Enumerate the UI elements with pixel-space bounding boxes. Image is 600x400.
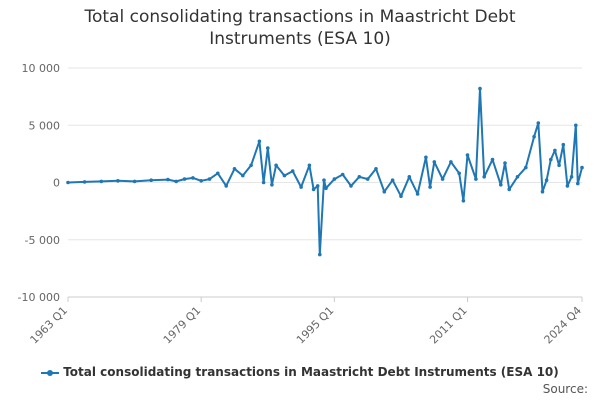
legend-label: Total consolidating transactions in Maas… (63, 365, 559, 379)
data-point (576, 181, 580, 186)
data-point (428, 185, 432, 189)
data-point (299, 185, 303, 189)
data-point (457, 171, 462, 176)
data-point (324, 186, 328, 190)
x-tick-label: 2024 Q4 (542, 304, 585, 347)
data-point (99, 179, 104, 184)
data-point (216, 171, 220, 176)
data-point (407, 175, 412, 179)
data-point (536, 121, 541, 125)
x-tick-label: 1995 Q1 (294, 304, 337, 347)
data-point (266, 146, 270, 150)
data-point (322, 178, 326, 182)
data-point (461, 199, 466, 203)
y-tick-label: 10 000 (22, 62, 61, 75)
data-point (132, 179, 137, 184)
x-tick-label: 1963 Q1 (28, 304, 71, 347)
data-point (66, 180, 70, 185)
y-tick-label: 0 (53, 177, 60, 190)
data-point (315, 184, 320, 188)
data-point (474, 177, 478, 181)
data-point (569, 175, 574, 179)
y-tick-label: 5 000 (29, 119, 61, 132)
data-point (249, 163, 253, 168)
data-point (374, 167, 378, 171)
data-point (241, 173, 245, 178)
data-point (432, 160, 437, 164)
data-point (399, 194, 403, 198)
data-point (307, 163, 312, 168)
source-label: Source: (542, 382, 588, 396)
data-point (553, 148, 557, 153)
data-point (311, 187, 316, 192)
x-axis: 1963 Q1 1979 Q1 1995 Q1 2011 Q1 2024 Q4 (28, 296, 585, 347)
data-point (478, 86, 482, 91)
legend[interactable]: Total consolidating transactions in Maas… (0, 365, 600, 379)
y-tick-label: -10 000 (18, 291, 60, 304)
data-point (424, 155, 428, 160)
series-line (67, 87, 583, 256)
data-point (349, 184, 353, 188)
x-tick-label: 1979 Q1 (161, 304, 204, 347)
data-point (449, 160, 453, 164)
data-point (116, 179, 120, 183)
data-point (357, 175, 362, 179)
data-point (565, 184, 570, 188)
data-point (340, 172, 345, 177)
data-point (207, 177, 212, 181)
data-point (318, 252, 322, 257)
data-point (365, 177, 370, 181)
data-point (199, 179, 203, 183)
y-tick-label: -5 000 (25, 234, 60, 247)
series-group (66, 86, 584, 257)
data-point (261, 180, 266, 185)
data-point (174, 179, 178, 184)
data-point (465, 153, 470, 157)
data-point (224, 184, 228, 188)
data-point (149, 178, 153, 182)
data-point (507, 187, 512, 192)
data-point (382, 189, 387, 194)
data-point (482, 175, 487, 179)
data-point (557, 163, 561, 168)
data-point (191, 176, 195, 180)
data-point (332, 177, 337, 181)
data-point (282, 173, 287, 178)
y-axis-ticks: 10 000 5 000 0 -5 000 -10 000 (18, 62, 60, 304)
data-point (274, 163, 278, 168)
data-point (490, 157, 495, 162)
data-point (524, 165, 528, 170)
data-point (166, 177, 170, 182)
data-point (182, 177, 187, 181)
data-point (82, 180, 87, 184)
data-point (232, 167, 237, 171)
data-point (561, 142, 566, 147)
x-tick-label: 2011 Q1 (427, 304, 470, 347)
data-point (270, 183, 274, 187)
data-point (544, 178, 549, 182)
data-point (390, 178, 395, 182)
data-point (290, 169, 295, 173)
legend-symbol (41, 368, 60, 378)
data-point (415, 192, 420, 196)
data-point (574, 123, 578, 128)
data-point (532, 134, 536, 139)
data-point (540, 189, 545, 194)
chart-title: Total consolidating transactions in Maas… (84, 7, 516, 49)
data-point (515, 175, 520, 179)
data-point (503, 161, 507, 165)
data-point (499, 183, 503, 187)
data-point (580, 165, 584, 170)
data-point (549, 157, 553, 162)
data-point (440, 177, 445, 181)
data-point (257, 139, 262, 144)
